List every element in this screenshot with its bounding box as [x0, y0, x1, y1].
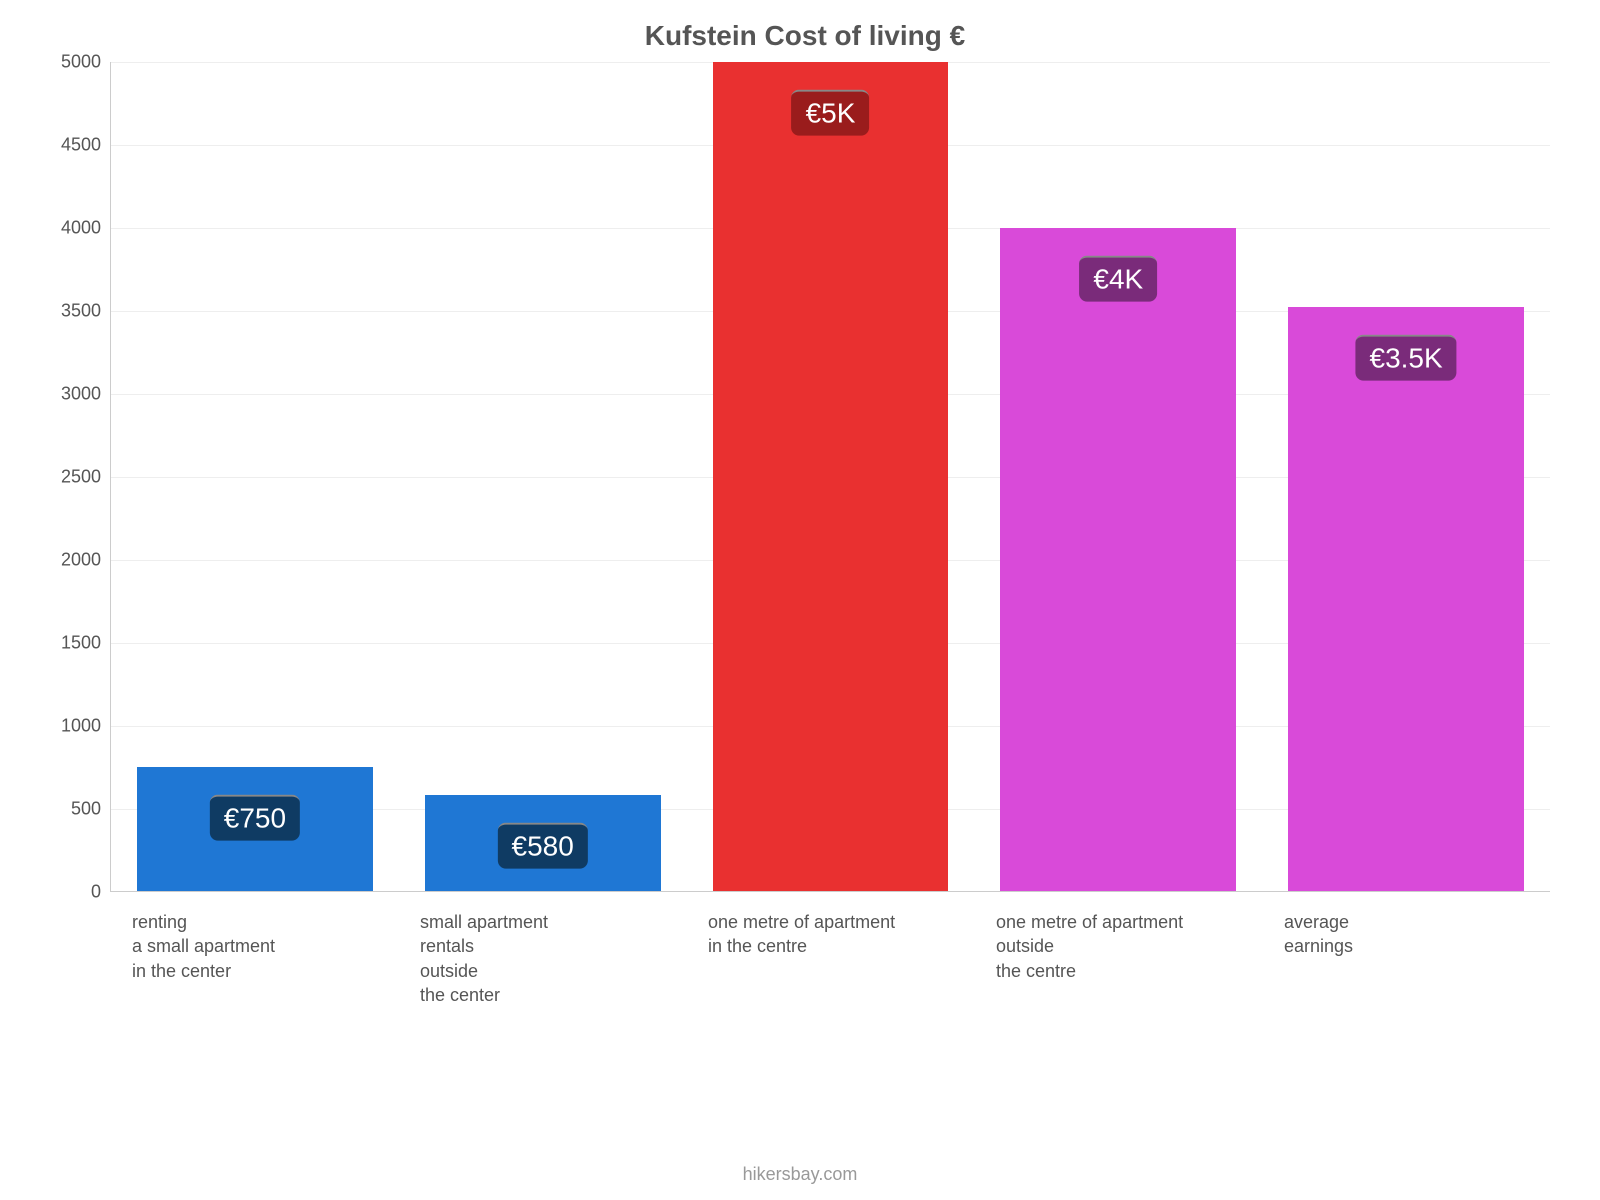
bar-slot: €4K	[974, 62, 1262, 891]
bar: €3.5K	[1288, 307, 1524, 891]
y-tick-label: 2000	[61, 550, 101, 571]
y-tick-label: 5000	[61, 52, 101, 73]
bar: €580	[425, 795, 661, 891]
x-tick-label: small apartment rentals outside the cent…	[398, 910, 686, 1007]
bar: €5K	[713, 62, 949, 891]
y-tick-label: 4500	[61, 135, 101, 156]
cost-of-living-chart: Kufstein Cost of living € €750 €580 €5K €4K…	[40, 20, 1570, 1160]
y-tick-label: 2500	[61, 467, 101, 488]
y-tick-label: 3500	[61, 301, 101, 322]
x-tick-label: one metre of apartment in the centre	[686, 910, 974, 1007]
value-badge: €4K	[1079, 255, 1157, 301]
value-badge: €3.5K	[1355, 335, 1456, 381]
bar: €4K	[1000, 228, 1236, 891]
y-tick-label: 1500	[61, 633, 101, 654]
bar-slot: €750	[111, 62, 399, 891]
plot-area: €750€580€5K€4K€3.5K 05001000150020002500…	[110, 62, 1550, 892]
chart-title: Kufstein Cost of living €	[40, 20, 1570, 52]
value-badge: €5K	[792, 90, 870, 136]
y-tick-label: 4000	[61, 218, 101, 239]
bar-slot: €580	[399, 62, 687, 891]
bar: €750	[137, 767, 373, 891]
y-tick-label: 500	[71, 799, 101, 820]
bar-slot: €5K	[687, 62, 975, 891]
value-badge: €580	[498, 822, 588, 868]
x-tick-label: renting a small apartment in the center	[110, 910, 398, 1007]
bar-slot: €3.5K	[1262, 62, 1550, 891]
y-tick-label: 1000	[61, 716, 101, 737]
x-tick-label: average earnings	[1262, 910, 1550, 1007]
x-tick-label: one metre of apartment outside the centr…	[974, 910, 1262, 1007]
value-badge: €750	[210, 794, 300, 840]
attribution-text: hikersbay.com	[0, 1164, 1600, 1185]
y-tick-label: 0	[91, 882, 101, 903]
x-axis: renting a small apartment in the centers…	[110, 910, 1550, 1007]
bars-group: €750 €580 €5K €4K €3.5K	[111, 62, 1550, 891]
y-tick-label: 3000	[61, 384, 101, 405]
